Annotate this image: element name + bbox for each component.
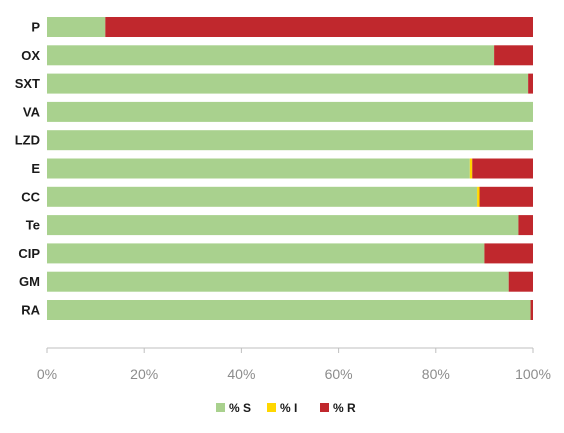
category-label: P	[31, 20, 40, 35]
bar-cip-series-2	[484, 243, 533, 264]
category-label: GM	[19, 274, 40, 289]
bar-te-series-0	[47, 215, 519, 236]
legend-label-1: % I	[280, 401, 297, 415]
category-label: E	[31, 161, 40, 176]
bar-cc-series-2	[479, 186, 533, 207]
bar-gm-series-0	[47, 271, 509, 292]
bar-va-series-0	[47, 101, 533, 122]
x-tick-label: 40%	[227, 366, 255, 382]
bar-e-series-1	[469, 158, 473, 179]
x-tick-label: 60%	[325, 366, 353, 382]
legend-swatch-1	[267, 403, 276, 412]
x-axis-ticks: 0% 20% 40% 60% 80% 100%	[37, 348, 551, 382]
bar-e-series-2	[472, 158, 533, 179]
bar-p-series-2	[105, 17, 533, 37]
bar-sxt-series-0	[47, 73, 529, 94]
legend-swatch-0	[216, 403, 225, 412]
bar-lzd-series-0	[47, 130, 533, 151]
bar-cip-series-0	[47, 243, 485, 264]
legend: % S % I % R	[216, 401, 356, 415]
bar-ra-series-0	[47, 300, 531, 320]
bar-sxt-series-2	[528, 73, 533, 94]
category-label: Te	[26, 218, 40, 233]
bars-group	[47, 17, 533, 320]
category-label: LZD	[15, 133, 40, 148]
category-labels: P OX SXT VA LZD E CC Te CIP GM RA	[15, 20, 41, 318]
bar-e-series-0	[47, 158, 470, 179]
category-label: CIP	[18, 246, 40, 261]
legend-swatch-2	[320, 403, 329, 412]
category-label: VA	[23, 104, 41, 119]
legend-label-2: % R	[333, 401, 356, 415]
category-label: OX	[21, 48, 40, 63]
category-label: CC	[21, 189, 40, 204]
x-tick-label: 20%	[130, 366, 158, 382]
bar-ox-series-0	[47, 45, 495, 66]
bar-cc-series-1	[477, 186, 480, 207]
x-tick-label: 80%	[422, 366, 450, 382]
bar-ra-series-2	[530, 300, 533, 320]
bar-p-series-0	[47, 17, 106, 37]
x-tick-label: 100%	[515, 366, 551, 382]
bar-ox-series-2	[494, 45, 533, 66]
bar-gm-series-2	[508, 271, 533, 292]
bar-cc-series-0	[47, 186, 478, 207]
category-label: SXT	[15, 76, 40, 91]
category-label: RA	[21, 303, 40, 318]
bar-te-series-2	[518, 215, 533, 236]
legend-label-0: % S	[229, 401, 251, 415]
x-tick-label: 0%	[37, 366, 57, 382]
